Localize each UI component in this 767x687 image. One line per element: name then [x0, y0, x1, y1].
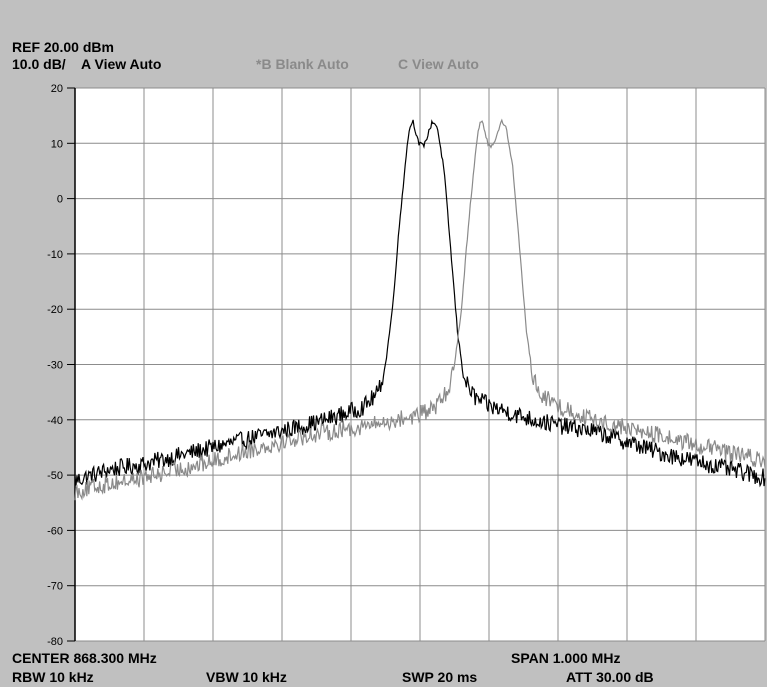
vbw-label: VBW 10 kHz — [206, 669, 287, 685]
attenuation-label: ATT 30.00 dB — [566, 669, 654, 685]
trace-a — [74, 119, 766, 488]
y-tick-label: -70 — [47, 581, 63, 593]
y-axis-ticks: 20 10 0 -10 -20 -30 -40 -50 -60 -70 -80 — [47, 83, 75, 648]
rbw-label: RBW 10 kHz — [12, 669, 94, 685]
y-tick-label: 0 — [57, 194, 63, 206]
y-tick-label: 10 — [51, 138, 63, 150]
scale-label: 10.0 dB/ — [12, 56, 66, 72]
center-frequency-label: CENTER 868.300 MHz — [12, 650, 157, 666]
y-tick-label: -60 — [47, 525, 63, 537]
y-tick-label: -20 — [47, 304, 63, 316]
y-tick-label: -30 — [47, 360, 63, 372]
trace-c-label: C View Auto — [398, 56, 479, 72]
sweep-time-label: SWP 20 ms — [402, 669, 478, 685]
trace-b-label: *B Blank Auto — [256, 56, 349, 72]
trace-c — [74, 118, 766, 501]
trace-a-label: A View Auto — [81, 56, 162, 72]
y-tick-label: -50 — [47, 470, 63, 482]
traces — [74, 118, 766, 501]
y-tick-label: -80 — [47, 636, 63, 648]
y-tick-label: 20 — [51, 83, 63, 95]
ref-level-label: REF 20.00 dBm — [12, 39, 114, 55]
y-tick-label: -10 — [47, 249, 63, 261]
y-tick-label: -40 — [47, 415, 63, 427]
span-label: SPAN 1.000 MHz — [511, 650, 621, 666]
